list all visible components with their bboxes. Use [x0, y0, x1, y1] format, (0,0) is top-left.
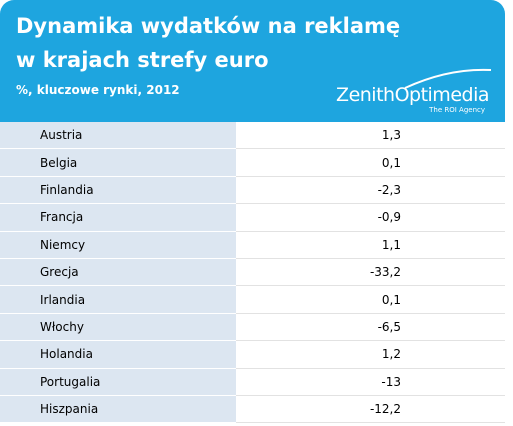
- value: -12,2: [369, 402, 401, 417]
- value: 1,3: [381, 128, 401, 143]
- value: 1,2: [381, 347, 401, 362]
- value: -0,9: [377, 210, 401, 225]
- country: Francja: [0, 204, 236, 232]
- country: Portugalia: [0, 368, 236, 396]
- value: 1,1: [381, 237, 401, 252]
- value: -6,5: [377, 319, 401, 334]
- table-row: Grecja -33,2: [0, 258, 505, 287]
- logo-swoosh: [404, 68, 492, 89]
- table-row: Belgia 0,1: [0, 149, 505, 177]
- value: 0,1: [381, 292, 401, 307]
- table-row: Włochy -6,5: [0, 313, 505, 342]
- country: Belgia: [0, 149, 236, 177]
- table-row: Portugalia -13: [0, 368, 505, 396]
- table-row: Finlandia -2,3: [0, 176, 505, 205]
- table-row: Holandia 1,2: [0, 341, 505, 369]
- table-row: Francja -0,9: [0, 204, 505, 232]
- title-line: Dynamika wydatków na reklamę: [16, 14, 401, 38]
- country: Grecja: [0, 258, 236, 287]
- table-row: Irlandia 0,1: [0, 286, 505, 314]
- logo-tagline: The ROI Agency: [429, 106, 485, 114]
- country: Włochy: [0, 313, 236, 342]
- table-row: Austria 1,3: [0, 122, 505, 150]
- header: Dynamika wydatków na reklamę w krajach s…: [0, 0, 505, 122]
- subtitle: %, kluczowe rynki, 2012: [16, 83, 180, 97]
- country: Finlandia: [0, 176, 236, 205]
- country: Holandia: [0, 341, 236, 369]
- value: -2,3: [377, 182, 401, 197]
- country: Austria: [0, 122, 236, 150]
- value: -13: [381, 374, 401, 389]
- table-row: Niemcy 1,1: [0, 231, 505, 259]
- table: Austria 1,3 Belgia 0,1 Finlandia -2,3 Francja -…: [0, 122, 505, 424]
- country: Hiszpania: [0, 395, 236, 424]
- country: Niemcy: [0, 231, 236, 259]
- country: Irlandia: [0, 286, 236, 314]
- value: -33,2: [369, 265, 401, 280]
- table-row: Hiszpania -12,2: [0, 395, 505, 424]
- value: 0,1: [381, 155, 401, 170]
- logo: ZenithOptimedia: [336, 84, 489, 106]
- title-line: w krajach strefy euro: [16, 48, 269, 72]
